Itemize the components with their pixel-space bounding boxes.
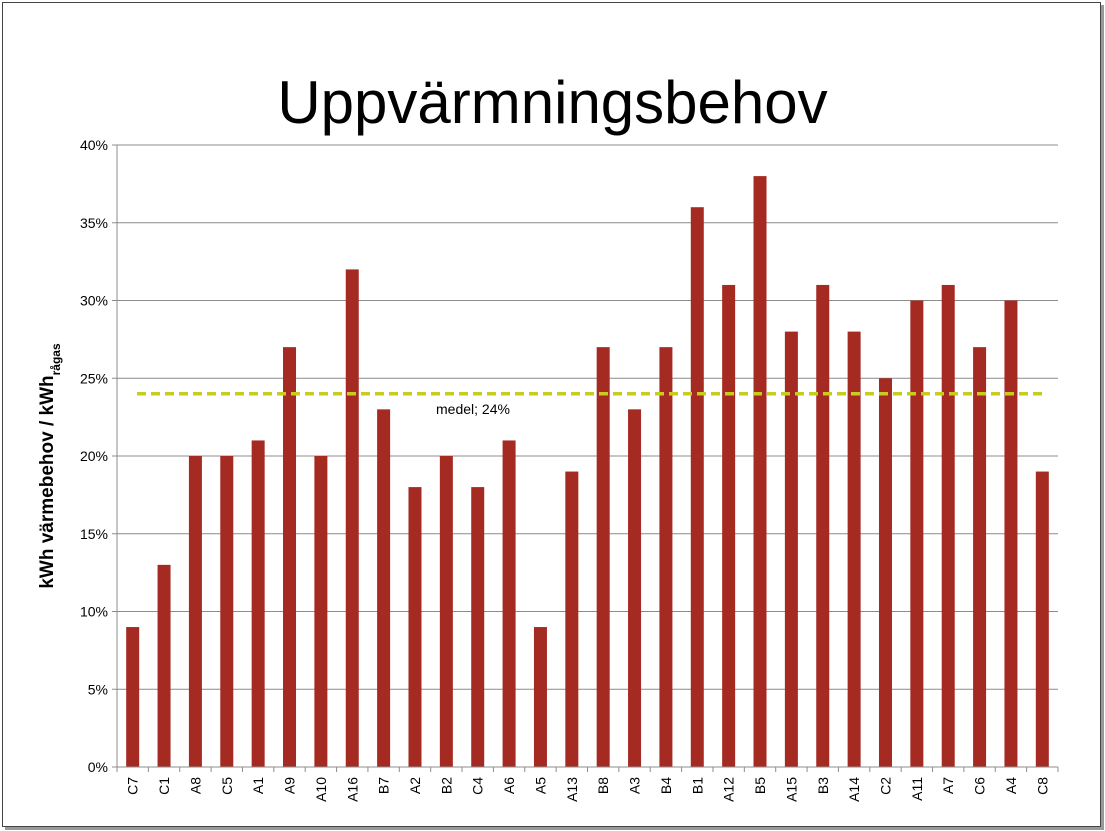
x-tick-label: C5 xyxy=(219,777,235,795)
y-tick-label: 0% xyxy=(88,759,108,775)
bar xyxy=(314,456,328,767)
x-tick-label: B4 xyxy=(658,777,674,794)
x-tick-label: A6 xyxy=(501,777,517,794)
x-tick-label: B3 xyxy=(815,777,831,794)
y-tick-label: 25% xyxy=(80,370,108,386)
x-tick-label: A12 xyxy=(721,777,737,802)
x-tick-label: A13 xyxy=(564,777,580,802)
y-tick-label: 5% xyxy=(88,681,108,697)
x-tick-label: A7 xyxy=(940,777,956,794)
x-tick-label: C4 xyxy=(470,777,486,795)
x-tick-label: A4 xyxy=(1003,777,1019,794)
chart-title: Uppvärmningsbehov xyxy=(277,69,828,136)
mean-line-group: medel; 24% xyxy=(137,392,1046,417)
x-tick-label: A8 xyxy=(187,777,203,794)
x-axis: C7 C1 A8 C5 A1 A9 A10 A16 B7 A2 B2 C4 A6 A5 A13 B8 A3 B4 B… xyxy=(116,766,1059,802)
x-tick-label: A1 xyxy=(250,777,266,794)
x-tick-label: C2 xyxy=(877,777,893,795)
bar xyxy=(973,347,987,767)
bar xyxy=(596,347,610,767)
bar xyxy=(377,409,391,767)
bars xyxy=(126,176,1049,768)
bar xyxy=(126,627,140,767)
bar xyxy=(847,331,861,767)
x-tick-label: A11 xyxy=(909,777,925,801)
bar xyxy=(283,347,297,767)
bar xyxy=(565,471,579,767)
bar xyxy=(439,456,453,767)
y-axis-label-sub: rågas xyxy=(49,343,63,375)
x-tick-label: B1 xyxy=(689,777,705,794)
bar xyxy=(910,300,924,767)
x-tick-label: B7 xyxy=(376,777,392,794)
x-tick-label: A14 xyxy=(846,777,862,802)
x-tick-label: A9 xyxy=(282,777,298,794)
bar xyxy=(784,331,798,767)
bar xyxy=(502,440,516,767)
bar xyxy=(157,564,171,767)
x-tick-label: A3 xyxy=(627,777,643,794)
y-tick-label: 10% xyxy=(80,604,108,620)
y-tick-label: 30% xyxy=(80,293,108,309)
bar xyxy=(408,487,422,767)
x-tick-label: C8 xyxy=(1034,777,1050,795)
x-tick-label: A15 xyxy=(783,777,799,802)
x-tick-label: A2 xyxy=(407,777,423,794)
bar xyxy=(659,347,673,767)
x-tick-label: B8 xyxy=(595,777,611,794)
bar xyxy=(251,440,265,767)
x-tick-label: B2 xyxy=(438,777,454,794)
bar xyxy=(722,284,736,767)
x-tick-label: A5 xyxy=(532,777,548,794)
x-tick-label: C6 xyxy=(972,777,988,795)
y-axis-label-main: kWh värmebehov / kWh xyxy=(37,375,58,588)
bar xyxy=(753,176,767,768)
y-axis: 0% 5% 10% 15% 20% 25% 30% 35% 40% xyxy=(80,137,118,775)
bar xyxy=(220,456,234,767)
grid-lines xyxy=(117,144,1058,768)
x-tick-label: C1 xyxy=(156,777,172,795)
y-axis-label: kWh värmebehov / kWhrågas xyxy=(37,343,63,589)
y-tick-label: 35% xyxy=(80,215,108,231)
y-tick-label: 20% xyxy=(80,448,108,464)
bar xyxy=(471,487,485,767)
bar xyxy=(941,284,955,767)
y-tick-label: 15% xyxy=(80,526,108,542)
bar xyxy=(345,269,359,767)
bar xyxy=(878,378,892,767)
bar xyxy=(188,456,202,767)
mean-label: medel; 24% xyxy=(436,401,510,417)
bar xyxy=(628,409,642,767)
bar xyxy=(1035,471,1049,767)
x-tick-label: A16 xyxy=(344,777,360,802)
x-tick-label: C7 xyxy=(125,777,141,795)
bar xyxy=(1004,300,1018,767)
x-tick-label: B5 xyxy=(752,777,768,794)
x-tick-label: A10 xyxy=(313,777,329,802)
y-tick-label: 40% xyxy=(80,137,108,153)
bar xyxy=(690,207,704,767)
bar xyxy=(816,284,830,767)
bar xyxy=(533,627,547,767)
